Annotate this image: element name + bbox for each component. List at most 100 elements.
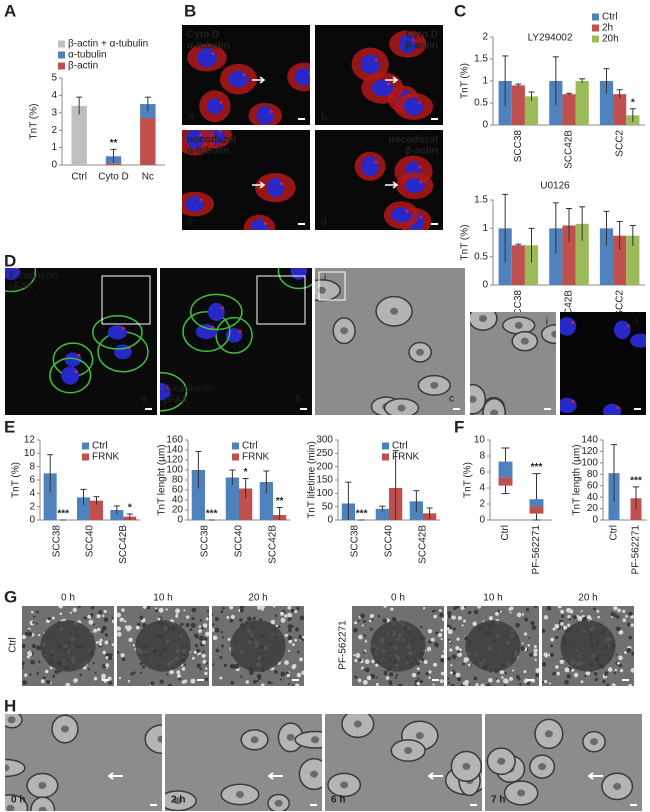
cell (509, 676, 514, 681)
cell (528, 636, 531, 640)
cell (183, 609, 186, 612)
dot (571, 399, 575, 403)
cell (523, 632, 528, 636)
cell (74, 678, 78, 683)
nucleus (478, 314, 487, 322)
y-tick-label: 80 (172, 475, 184, 486)
cell (525, 608, 530, 612)
cell (427, 628, 433, 634)
bar (524, 96, 539, 125)
cell (453, 606, 457, 610)
panel-letter: B (184, 1, 196, 20)
cell (299, 657, 303, 662)
nucleus (251, 219, 268, 230)
x-tick-label: SCC42B (268, 525, 279, 564)
cell (198, 652, 202, 655)
cell (24, 631, 29, 636)
cells (315, 279, 451, 415)
image-label: α-tubulin (187, 146, 230, 157)
y-tick-label: 6 (29, 475, 35, 486)
cells (352, 606, 444, 686)
cell (220, 644, 224, 648)
box-lower (498, 477, 513, 486)
inset-label: i (636, 317, 638, 328)
time-label: 6 h (331, 795, 345, 806)
cell (284, 614, 288, 618)
scale-bar (298, 118, 305, 120)
cell (5, 268, 37, 293)
time-label: 0 h (61, 593, 75, 604)
legend-swatch (592, 35, 599, 43)
cell (88, 619, 94, 625)
cell (121, 608, 125, 612)
y-tick-label: 10 (24, 448, 36, 459)
cell (280, 671, 286, 677)
cell (437, 632, 443, 638)
cell (455, 672, 461, 678)
cell (101, 625, 107, 631)
legend-swatch (58, 62, 65, 70)
image-letter: c (449, 394, 454, 405)
dot (218, 130, 222, 133)
cell (561, 614, 565, 618)
cell (117, 650, 120, 654)
legend-swatch (592, 13, 599, 21)
cell (611, 683, 616, 686)
cell (280, 611, 285, 616)
cell (622, 618, 627, 622)
y-axis-label: TnT length (µm) (572, 444, 583, 515)
cell (353, 654, 356, 657)
nucleus (517, 789, 526, 797)
nucleus (60, 725, 69, 733)
nucleus (430, 381, 439, 389)
image-label: pFAK (164, 395, 189, 406)
y-tick-label: 4 (479, 483, 485, 494)
cell (201, 653, 206, 659)
cell (496, 679, 500, 683)
cell (362, 668, 365, 671)
cell (615, 615, 620, 619)
cell (552, 671, 557, 676)
dot (74, 369, 78, 373)
nucleus (614, 320, 631, 340)
cell (117, 626, 121, 631)
dot (626, 324, 630, 328)
y-tick-label: 120 (581, 446, 598, 457)
cell (69, 611, 72, 614)
cell (499, 610, 502, 613)
cell (626, 622, 631, 627)
cell (357, 619, 360, 622)
cell (260, 683, 265, 686)
cell (462, 662, 465, 666)
cell (597, 615, 600, 619)
y-tick-label: 2 (29, 501, 35, 512)
cell (560, 609, 565, 614)
scale-bar (300, 408, 307, 410)
legend-swatch (82, 453, 89, 461)
bar (375, 508, 389, 520)
y-tick-label: 0 (482, 120, 488, 131)
cell (128, 637, 133, 643)
wound (560, 620, 616, 672)
cell (178, 677, 182, 681)
cell (442, 650, 444, 653)
cell (480, 683, 485, 686)
cell (458, 648, 462, 652)
cell (495, 611, 499, 616)
cell (22, 643, 26, 649)
cell (230, 681, 235, 685)
image-label: Cyto D (406, 30, 438, 41)
cell (430, 637, 435, 642)
y-tick-label: 0 (29, 515, 35, 526)
cell (457, 615, 462, 621)
x-tick-label: Cyto D (98, 172, 129, 183)
bar (43, 473, 57, 520)
significance: ** (110, 138, 118, 149)
cell (204, 671, 208, 676)
cell (364, 659, 370, 665)
cell (288, 628, 292, 633)
nucleus (544, 730, 553, 738)
cell (557, 606, 562, 609)
y-tick-label: 60 (172, 485, 184, 496)
cell (205, 617, 209, 621)
